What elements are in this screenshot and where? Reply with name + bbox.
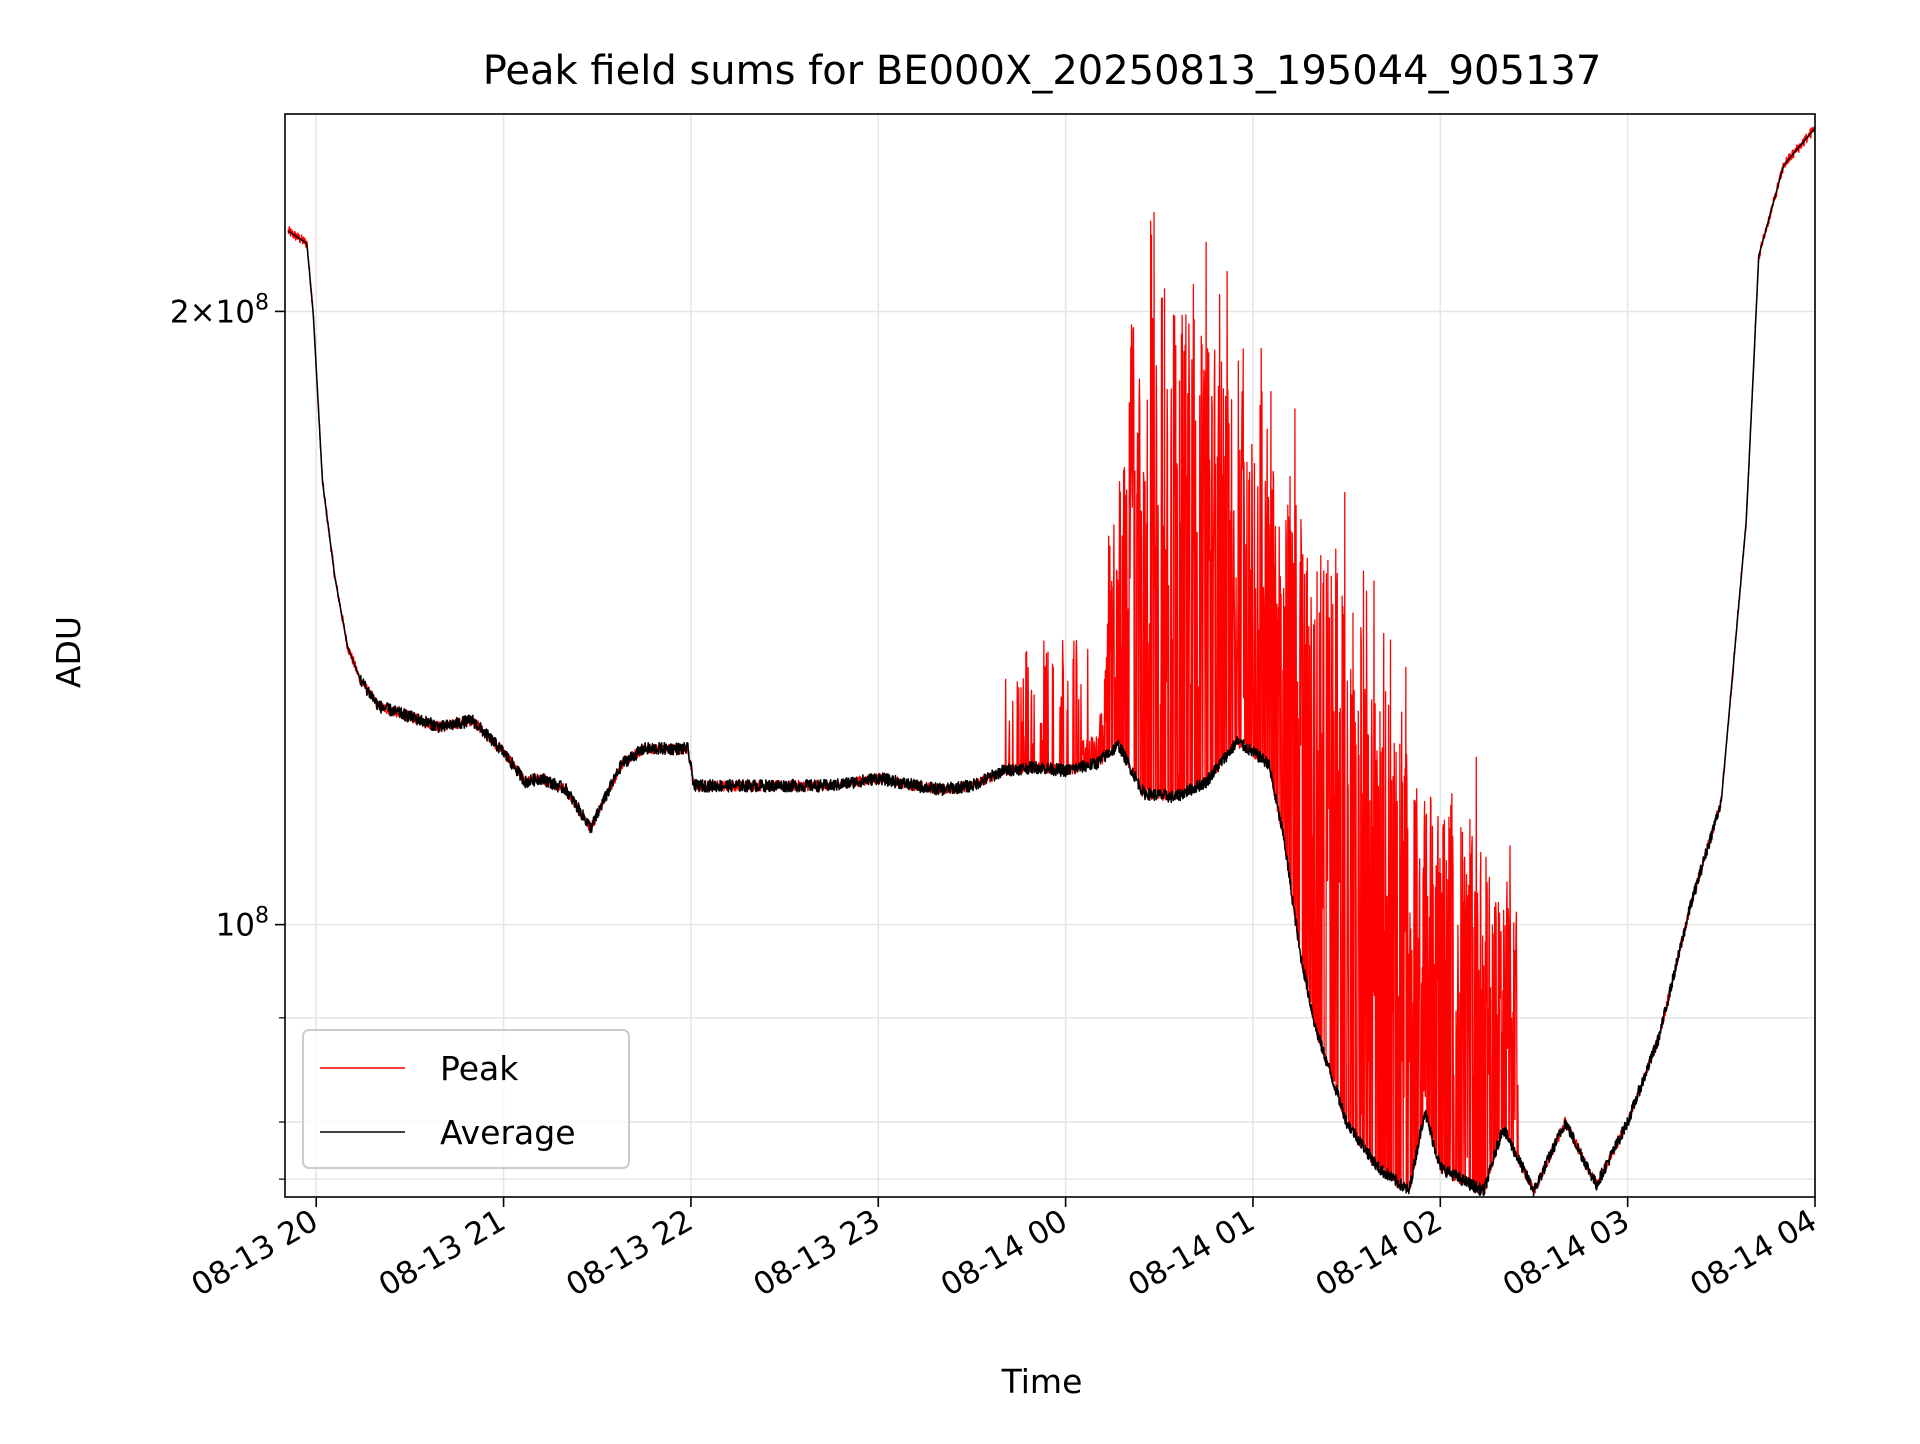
plot-area bbox=[287, 126, 1815, 1197]
axes-frame bbox=[284, 113, 1816, 1198]
legend: Peak Average bbox=[302, 1029, 630, 1169]
x-axis-label: Time bbox=[1001, 1362, 1083, 1401]
legend-label-average: Average bbox=[440, 1113, 576, 1152]
chart-title: Peak field sums for BE000X_20250813_1950… bbox=[483, 48, 1602, 94]
y-tick-label: 2×108 bbox=[170, 290, 269, 330]
y-axis-label: ADU bbox=[49, 616, 88, 688]
series-line-average bbox=[287, 128, 1815, 1197]
y-tick-label: 108 bbox=[216, 904, 269, 944]
y-axis: 108 2×108 bbox=[170, 290, 285, 1180]
legend-label-peak: Peak bbox=[440, 1049, 519, 1088]
legend-box bbox=[302, 1029, 630, 1169]
